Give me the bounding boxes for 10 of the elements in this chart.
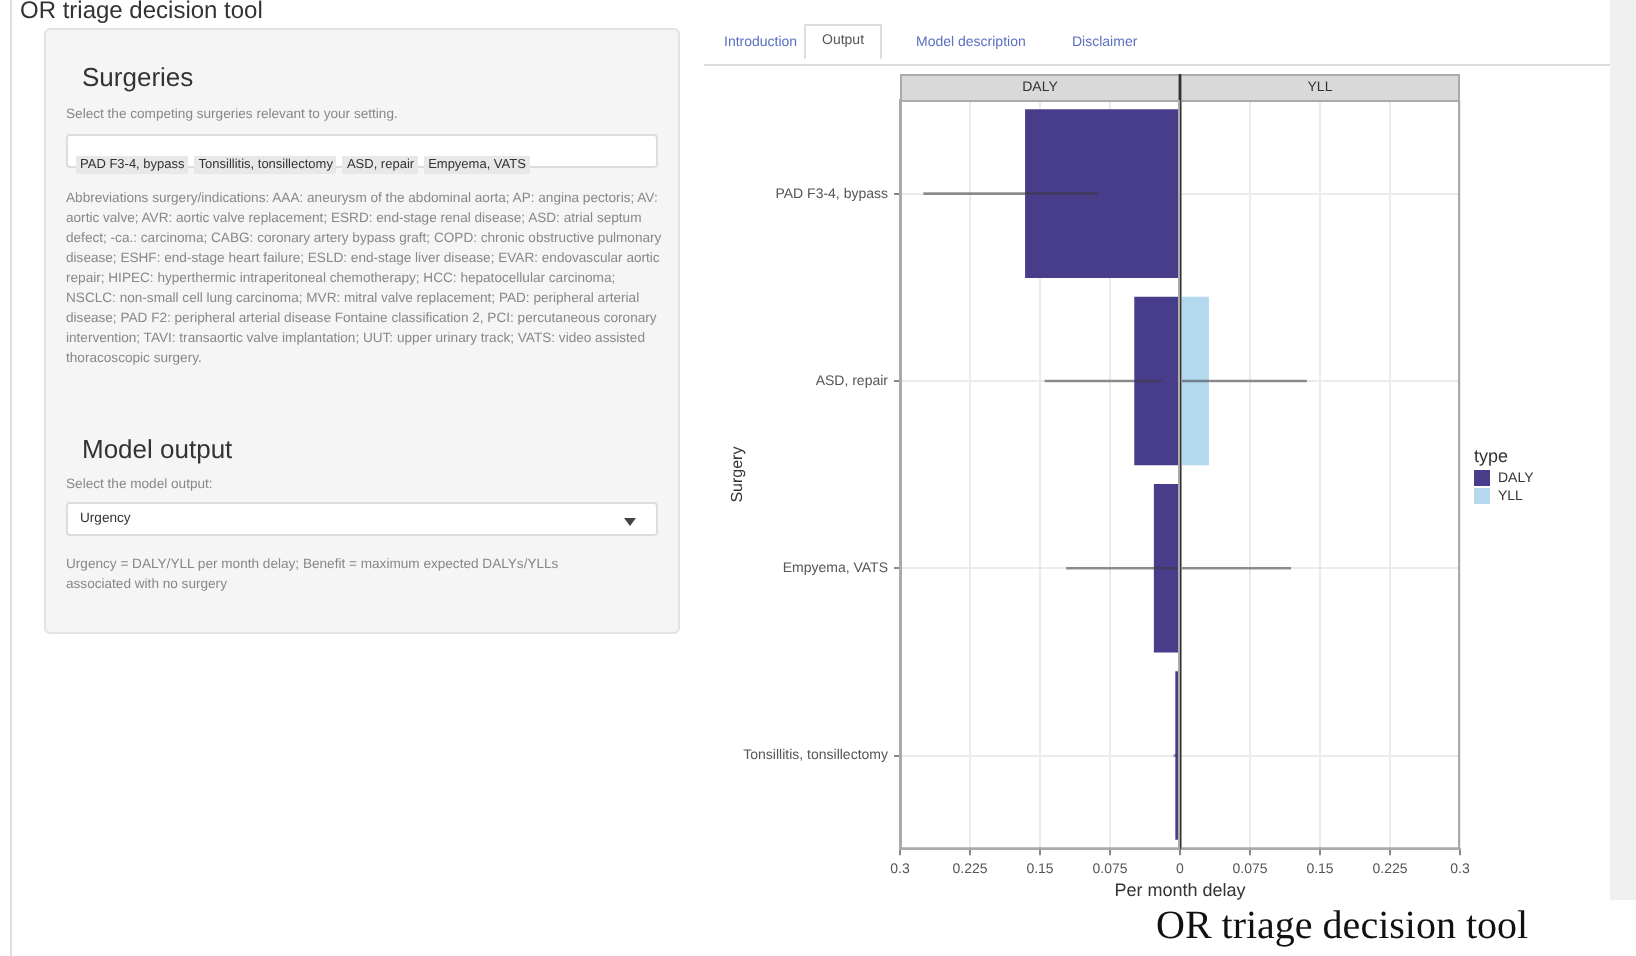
legend-title: type: [1474, 446, 1511, 466]
bar: [1153, 483, 1179, 653]
text: OR triage decision tool: [20, 0, 263, 24]
bar: [1025, 109, 1179, 278]
x-axis-title: Per month delay: [1112, 880, 1248, 900]
bar: [1134, 296, 1179, 466]
text: Surgeries: [82, 62, 194, 92]
y-axis-title: Surgery: [728, 446, 747, 503]
text: Model output: [82, 434, 233, 464]
text: OR triage decision tool: [1156, 904, 1529, 950]
